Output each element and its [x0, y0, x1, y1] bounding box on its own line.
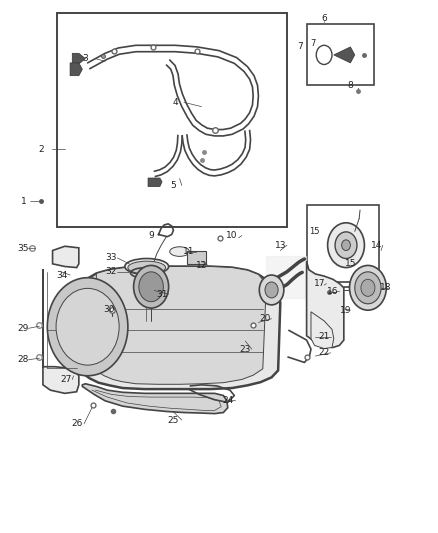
Circle shape [350, 265, 386, 310]
Text: 22: 22 [318, 349, 330, 357]
Text: 18: 18 [380, 284, 391, 292]
Text: 13: 13 [275, 241, 286, 249]
Text: 17: 17 [314, 279, 325, 288]
Circle shape [47, 278, 128, 376]
Text: 21: 21 [318, 333, 330, 341]
Text: 6: 6 [321, 14, 327, 23]
Ellipse shape [128, 261, 166, 274]
Bar [57, 13, 287, 227]
Text: 12: 12 [196, 261, 207, 270]
Text: 4: 4 [173, 98, 178, 107]
Text: 32: 32 [105, 268, 117, 276]
Text: 15: 15 [345, 259, 356, 268]
Polygon shape [72, 53, 85, 64]
Bar [307, 205, 379, 282]
Circle shape [342, 240, 350, 251]
Text: 31: 31 [156, 290, 168, 298]
Text: 2: 2 [39, 145, 44, 154]
Circle shape [134, 265, 169, 308]
Polygon shape [77, 266, 280, 389]
Text: 10: 10 [226, 231, 238, 240]
Circle shape [316, 45, 332, 64]
Polygon shape [334, 47, 355, 63]
Text: 27: 27 [60, 375, 71, 384]
Text: 24: 24 [222, 397, 233, 405]
Text: 11: 11 [183, 247, 194, 256]
Circle shape [361, 279, 375, 296]
Circle shape [355, 272, 381, 304]
Text: 29: 29 [17, 324, 28, 333]
Polygon shape [311, 312, 334, 349]
Text: 33: 33 [105, 254, 117, 262]
Text: 35: 35 [17, 244, 28, 253]
Polygon shape [96, 266, 266, 384]
Text: 34: 34 [57, 271, 68, 279]
Text: 30: 30 [103, 305, 114, 313]
Polygon shape [53, 246, 79, 268]
Text: 15: 15 [309, 228, 320, 236]
Circle shape [335, 232, 357, 259]
Bar [187, 251, 206, 264]
Text: 8: 8 [347, 81, 353, 90]
Circle shape [259, 275, 284, 305]
Text: 3: 3 [82, 54, 88, 63]
Text: 28: 28 [17, 356, 28, 364]
Text: 9: 9 [148, 231, 154, 240]
Polygon shape [148, 178, 162, 187]
Text: 19: 19 [340, 306, 352, 314]
Text: 5: 5 [170, 181, 176, 190]
Text: 23: 23 [240, 345, 251, 353]
Text: 1: 1 [21, 197, 27, 206]
Text: 20: 20 [259, 314, 271, 323]
Ellipse shape [170, 247, 189, 256]
Ellipse shape [125, 259, 169, 274]
Text: 16: 16 [327, 287, 339, 295]
Text: 7: 7 [311, 39, 316, 48]
Text: 7: 7 [297, 43, 303, 51]
Polygon shape [43, 269, 79, 393]
Text: 14: 14 [371, 241, 382, 249]
Bar [307, 24, 374, 85]
Polygon shape [70, 63, 82, 76]
Text: 25: 25 [167, 416, 179, 424]
Polygon shape [307, 261, 344, 348]
Circle shape [139, 272, 163, 302]
Polygon shape [82, 384, 228, 414]
Circle shape [56, 288, 119, 365]
Circle shape [328, 223, 364, 268]
Circle shape [265, 282, 278, 298]
Text: 26: 26 [71, 419, 82, 428]
